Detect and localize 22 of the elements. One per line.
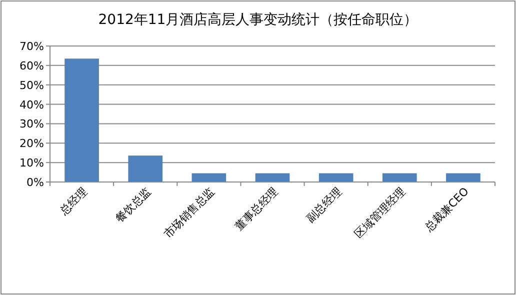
- x-tick-label: 董事总经理: [232, 184, 281, 234]
- bar: [318, 173, 354, 182]
- x-tick-label: 副总经理: [304, 184, 344, 226]
- bar: [382, 173, 417, 182]
- bar: [192, 173, 226, 182]
- y-tick-label: 10%: [20, 156, 44, 170]
- x-tick-label: 餐饮总监: [113, 184, 154, 226]
- y-tick-label: 0%: [26, 176, 44, 189]
- bar: [128, 156, 163, 182]
- y-tick-label: 40%: [20, 98, 44, 112]
- bar: [446, 173, 480, 182]
- chart-title: 2012年11月酒店高层人事变动统计（按任命职位）: [98, 12, 418, 28]
- x-tick-label: 区域管理经理: [352, 184, 408, 241]
- bar: [255, 173, 290, 182]
- x-tick-label: 市场销售总监: [161, 184, 218, 241]
- y-tick-label: 60%: [20, 59, 44, 72]
- y-tick-label: 20%: [20, 137, 44, 150]
- y-tick-label: 30%: [20, 118, 44, 131]
- x-tick-label: 总经理: [56, 184, 90, 218]
- bar: [64, 58, 99, 182]
- y-tick-label: 50%: [20, 78, 44, 92]
- y-tick-label: 70%: [20, 40, 44, 53]
